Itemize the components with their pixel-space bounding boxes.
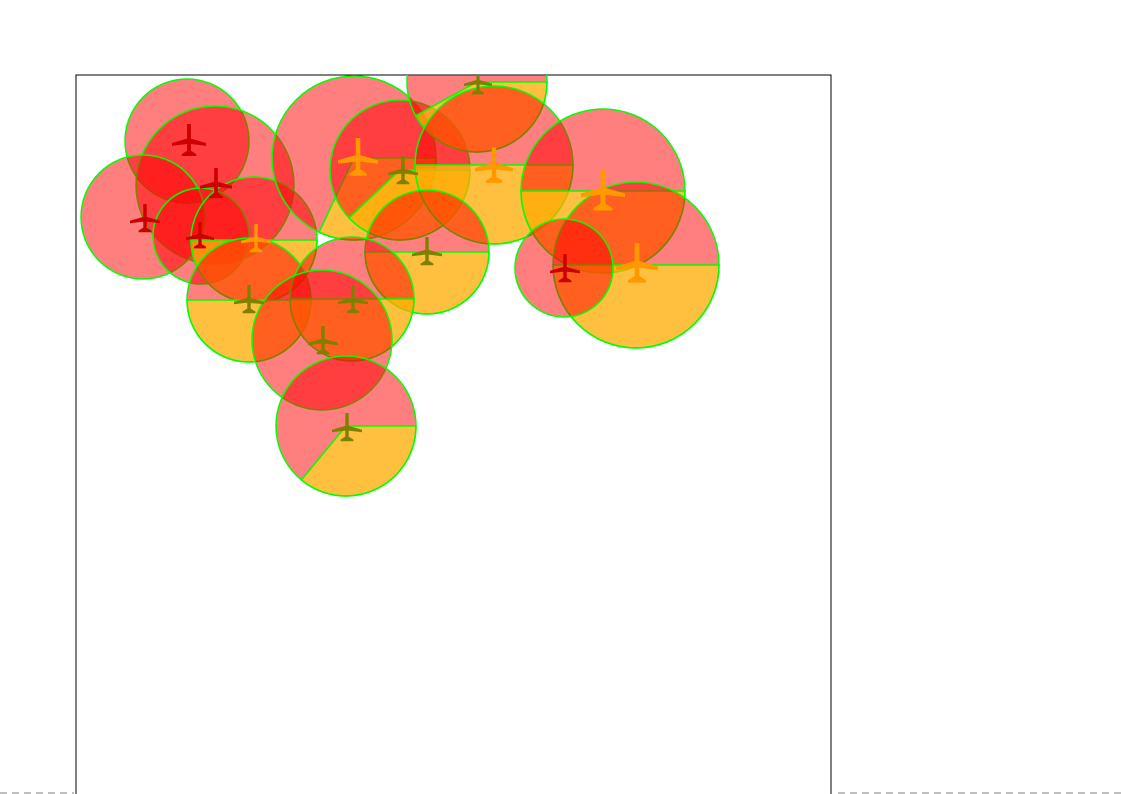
coverage-layer xyxy=(80,75,720,497)
coverage-ring xyxy=(275,355,417,497)
coverage-ring xyxy=(514,218,614,318)
